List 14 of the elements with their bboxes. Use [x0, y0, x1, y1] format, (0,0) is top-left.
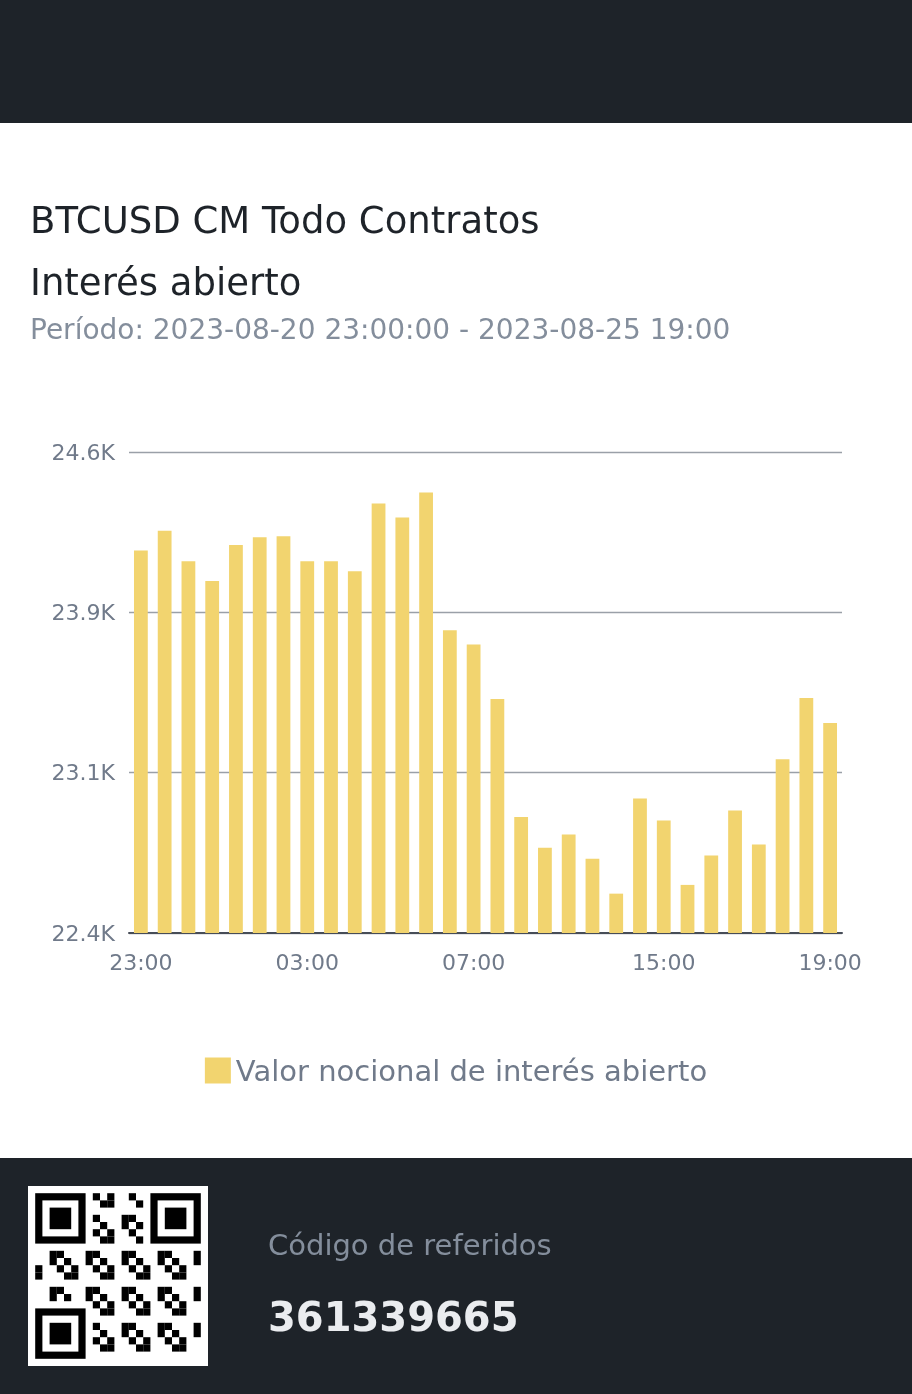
- y-tick-label: 23.1K: [51, 760, 116, 786]
- x-tick-label: 19:00: [798, 949, 862, 975]
- text: Código de referidos: [268, 1228, 552, 1262]
- y-tick-label: 22.4K: [51, 920, 116, 946]
- chart-title: BTCUSD CM Todo Contratos Interés abierto: [30, 198, 540, 306]
- x-tick-label: 15:00: [632, 949, 696, 975]
- legend-label: Valor nocional de interés abierto: [235, 1053, 708, 1088]
- x-tick-label: 03:00: [275, 949, 339, 975]
- y-tick-label: 24.6K: [51, 439, 116, 465]
- x-tick-label: 07:00: [441, 949, 506, 975]
- chart-subtitle: Período: 2023-08-20 23:00:00 - 2023-08-25 19:00: [30, 313, 731, 346]
- x-tick-label: 23:00: [109, 949, 173, 975]
- text: 361339665: [268, 1294, 519, 1340]
- y-tick-label: 23.9K: [51, 599, 116, 625]
